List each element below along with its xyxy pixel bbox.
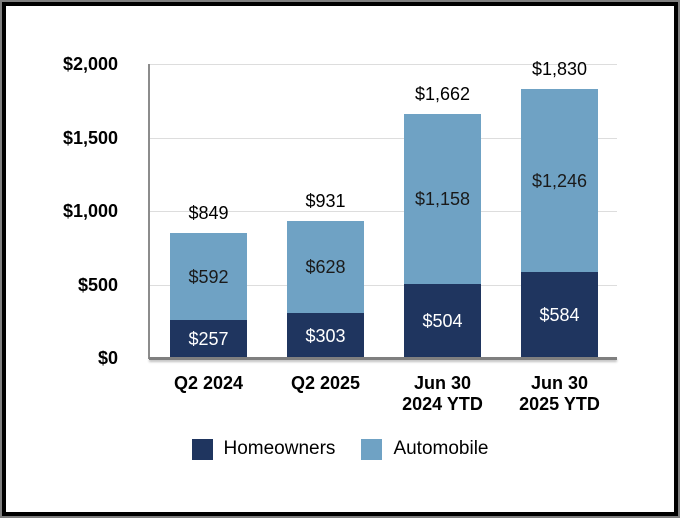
bar: $303 $628 (287, 221, 364, 358)
bar-segment-homeowners: $584 (521, 272, 598, 358)
x-axis-category-label: Q2 2025 (290, 373, 361, 393)
bar: $504 $1,158 (404, 113, 481, 358)
bar-segment-automobile: $628 (287, 221, 364, 314)
x-axis-category-label: Q2 2024 (173, 373, 244, 393)
bar-segment-label: $504 (422, 310, 463, 331)
bar-segment-automobile: $592 (170, 233, 247, 321)
bar: $257 $592 (170, 233, 247, 358)
y-axis-line (148, 64, 150, 359)
bar-segment-automobile: $1,246 (521, 89, 598, 273)
gridline (149, 137, 617, 139)
bar-segment-label: $1,246 (531, 170, 588, 191)
bar-total-label: $1,830 (531, 59, 588, 79)
bar-total-label: $1,662 (414, 83, 471, 104)
y-axis-tick-label: $500 (77, 274, 118, 295)
bar-segment-homeowners: $257 (170, 320, 247, 358)
x-axis-category-label: Jun 30 2025 YTD (519, 373, 600, 414)
bar-segment-automobile: $1,158 (404, 113, 481, 284)
gridline (149, 211, 617, 212)
legend-label: Automobile (393, 438, 489, 459)
x-axis-category-label: Jun 30 2024 YTD (402, 373, 483, 414)
legend-item-homeowners: Homeowners (191, 437, 336, 461)
legend-swatch-icon (191, 438, 213, 460)
bar-segment-label: $257 (188, 329, 229, 350)
gridline (149, 284, 617, 286)
gridline (149, 64, 617, 65)
y-axis-tick-label: $1,500 (62, 127, 118, 148)
y-axis-tick-label: $2,000 (62, 54, 118, 74)
y-axis-tick-label: $1,000 (62, 201, 118, 221)
bar-total-label: $849 (188, 203, 229, 224)
bar: $584 $1,246 (521, 89, 598, 358)
x-axis-baseline (149, 357, 617, 360)
legend-swatch-icon (361, 438, 383, 460)
y-axis-tick-label: $0 (97, 348, 118, 368)
legend-item-automobile: Automobile (361, 437, 489, 461)
bar-segment-homeowners: $303 (287, 313, 364, 358)
plot-area: $257 $592 $849 $303 $628 $931 $504 $1,158 $1,662… (149, 59, 617, 360)
bar-segment-homeowners: $504 (404, 283, 481, 358)
bar-total-label: $931 (305, 191, 346, 212)
legend: Homeowners Automobile (0, 436, 680, 462)
bar-segment-label: $1,158 (414, 188, 471, 209)
bar-segment-label: $628 (305, 257, 346, 278)
legend-label: Homeowners (223, 438, 336, 459)
bar-segment-label: $584 (539, 305, 580, 326)
bar-segment-label: $303 (305, 325, 346, 346)
bar-segment-label: $592 (188, 266, 229, 287)
